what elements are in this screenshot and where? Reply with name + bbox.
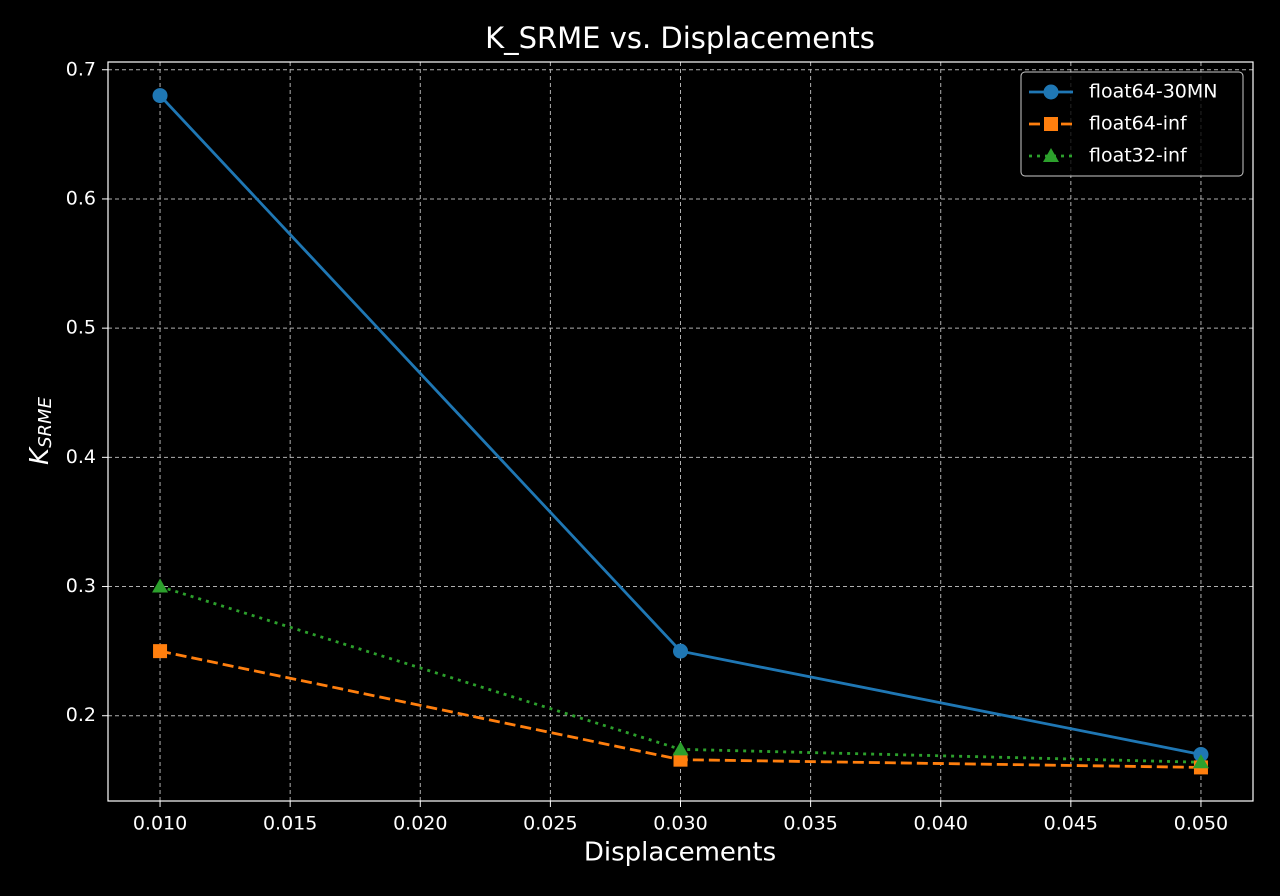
x-tick-label: 0.010 (133, 813, 187, 835)
legend-label: float32-inf (1089, 145, 1188, 167)
y-tick-label: 0.4 (66, 446, 96, 468)
data-point (153, 644, 168, 659)
x-axis-label: Displacements (584, 838, 776, 868)
x-tick-label: 0.050 (1174, 813, 1228, 835)
legend-label: float64-30MN (1089, 81, 1218, 103)
legend-marker (1043, 148, 1059, 162)
y-tick-label: 0.3 (66, 575, 96, 597)
x-tick-label: 0.035 (783, 813, 837, 835)
legend-marker (1043, 84, 1059, 100)
x-tick-label: 0.020 (393, 813, 447, 835)
y-tick-label: 0.5 (66, 317, 96, 339)
data-point (673, 752, 688, 767)
data-point (152, 88, 168, 104)
x-tick-label: 0.015 (263, 813, 317, 835)
x-tick-label: 0.030 (653, 813, 707, 835)
y-axis-label-main: K (25, 446, 55, 465)
data-point (1192, 754, 1209, 769)
y-axis-label-sub: SRME (35, 396, 56, 447)
legend-box (1020, 71, 1244, 177)
legend-marker (1044, 117, 1058, 131)
y-tick-label: 0.7 (66, 58, 96, 80)
x-tick-label: 0.040 (914, 813, 968, 835)
x-tick-label: 0.045 (1044, 813, 1098, 835)
x-tick-label: 0.025 (523, 813, 577, 835)
chart-title: K_SRME vs. Displacements (485, 21, 875, 55)
data-point (152, 578, 169, 593)
data-point (672, 741, 689, 756)
plot-frame (107, 61, 1254, 802)
y-tick-label: 0.6 (66, 187, 96, 209)
y-tick-label: 0.2 (66, 704, 96, 726)
legend-label: float64-inf (1089, 113, 1188, 135)
y-axis-label: KSRME (25, 396, 57, 465)
data-point (673, 643, 688, 659)
